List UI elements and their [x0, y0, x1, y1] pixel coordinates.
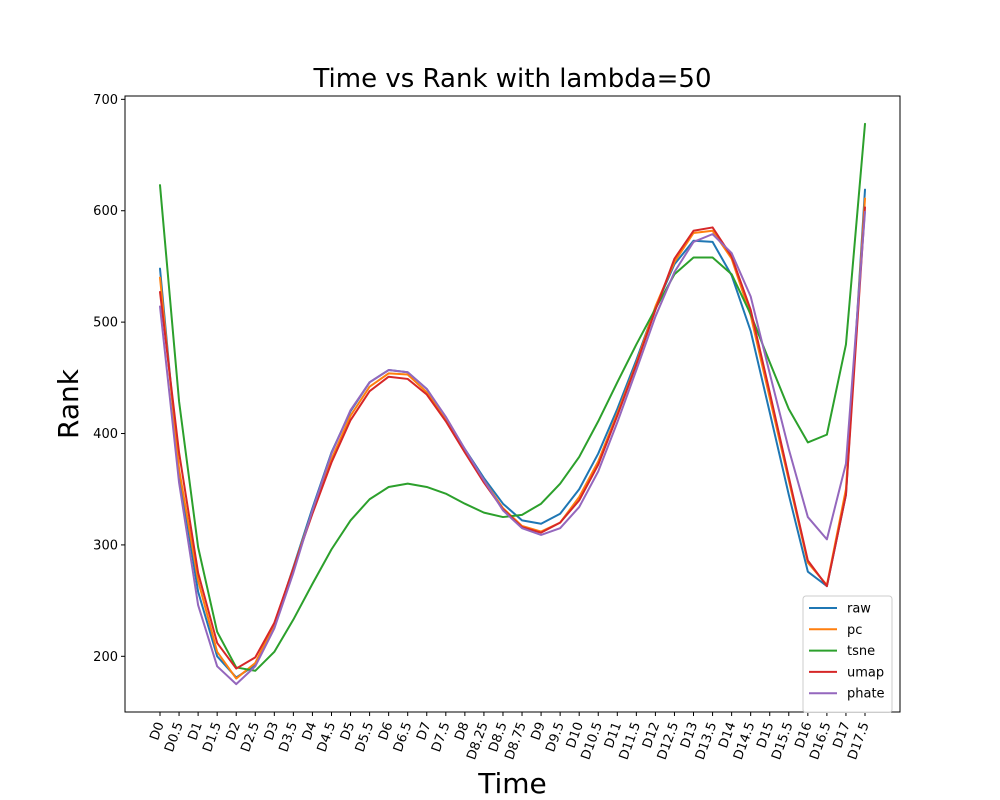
legend-label-phate: phate: [847, 687, 885, 702]
x-tick-label: D6: [376, 720, 396, 742]
series-lines: [159, 122, 866, 686]
y-tick-label: 200: [93, 650, 118, 665]
x-tick-label: D3: [262, 720, 282, 742]
x-tick-label: D4: [300, 720, 320, 742]
x-tick-label: D7: [414, 720, 434, 742]
x-axis-label: Time: [477, 767, 547, 800]
plot-area: [124, 95, 901, 713]
legend-label-tsne: tsne: [847, 644, 875, 659]
y-tick-label: 400: [93, 427, 118, 442]
series-line-tsne: [159, 122, 866, 672]
legend-box: [802, 595, 893, 713]
y-tick-label: 600: [93, 204, 118, 219]
y-tick-label: 500: [93, 316, 118, 331]
x-tick-label: D0: [147, 720, 167, 742]
legend-label-raw: raw: [847, 602, 871, 617]
y-tick-label: 300: [93, 538, 118, 553]
x-tick-label: D5: [338, 720, 358, 742]
x-tick-label: D1: [186, 720, 206, 742]
series-line-phate: [159, 210, 866, 686]
legend: raw pc tsne umap phate: [802, 595, 893, 713]
x-tick-label: D8: [452, 720, 472, 742]
x-axis: D0D0.5D1D1.5D2D2.5D3D3.5D4D4.5D5D5.5D6D6…: [147, 712, 873, 762]
x-tick-label: D2: [224, 720, 244, 742]
legend-label-umap: umap: [847, 665, 884, 680]
y-tick-label: 700: [93, 93, 118, 108]
chart-title: Time vs Rank with lambda=50: [312, 64, 711, 94]
legend-label-pc: pc: [847, 623, 862, 638]
x-tick-label: D9: [528, 720, 548, 742]
y-axis-label: Rank: [52, 368, 85, 439]
y-axis: 200 300 400 500 600 700: [93, 93, 125, 665]
